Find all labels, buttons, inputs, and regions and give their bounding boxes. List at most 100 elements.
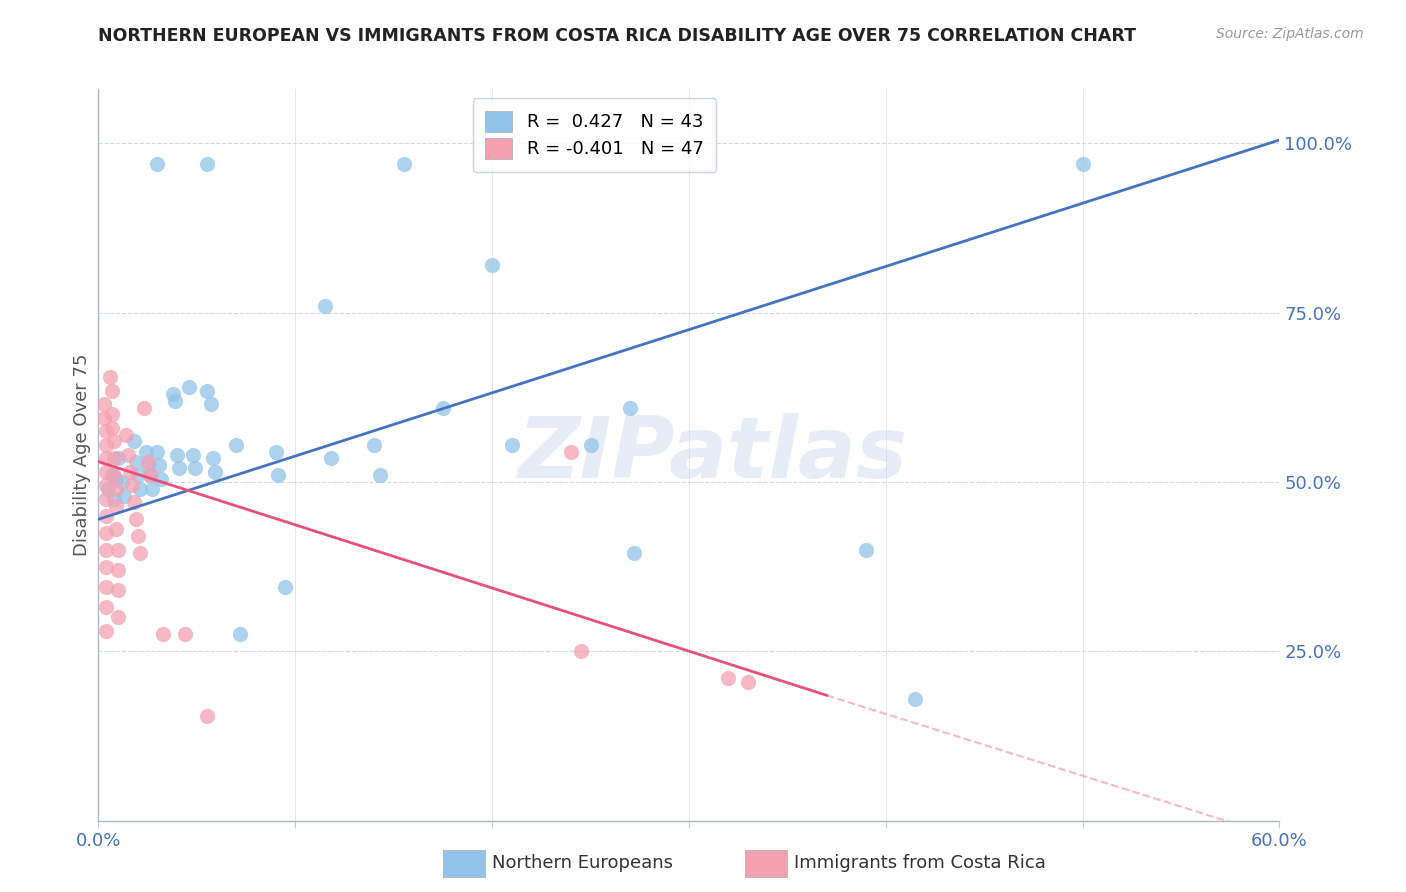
Text: ZIPatlas: ZIPatlas: [517, 413, 908, 497]
Point: [96, 624, 118, 638]
Point: [138, 468, 160, 483]
Point: [118, 465, 141, 479]
Point: [103, 451, 125, 466]
Point: [717, 672, 740, 686]
Point: [96, 580, 118, 594]
Point: [195, 157, 218, 171]
Point: [117, 448, 139, 462]
Point: [314, 299, 336, 313]
Point: [125, 455, 148, 469]
Point: [128, 546, 150, 560]
Point: [96, 424, 118, 438]
Point: [229, 627, 252, 641]
Point: [105, 482, 128, 496]
Point: [195, 384, 218, 398]
Text: Northern Europeans: Northern Europeans: [492, 854, 673, 871]
Point: [146, 157, 169, 171]
Point: [201, 451, 224, 466]
Point: [392, 157, 415, 171]
Point: [141, 482, 163, 496]
Point: [1071, 157, 1094, 171]
Point: [105, 472, 128, 486]
Point: [127, 468, 149, 483]
Point: [204, 465, 226, 479]
Point: [93, 397, 115, 411]
Point: [97, 482, 120, 496]
Point: [166, 448, 188, 462]
Point: [105, 523, 128, 537]
Point: [125, 512, 148, 526]
Point: [112, 489, 135, 503]
Point: [107, 563, 129, 577]
Point: [579, 438, 602, 452]
Point: [481, 258, 503, 272]
Point: [152, 627, 174, 641]
Point: [107, 542, 129, 557]
Point: [115, 427, 138, 442]
Point: [105, 499, 128, 513]
Point: [225, 438, 247, 452]
Point: [96, 525, 118, 540]
Point: [101, 468, 124, 483]
Point: [136, 455, 159, 469]
Point: [904, 691, 927, 706]
Point: [121, 478, 143, 492]
Point: [363, 438, 385, 452]
Point: [111, 475, 134, 489]
Y-axis label: Disability Age Over 75: Disability Age Over 75: [73, 353, 91, 557]
Point: [128, 482, 150, 496]
Point: [432, 401, 454, 415]
Point: [167, 461, 190, 475]
Point: [274, 580, 297, 594]
Point: [98, 370, 121, 384]
Point: [181, 448, 204, 462]
Point: [368, 468, 391, 483]
Point: [619, 401, 641, 415]
Point: [96, 438, 118, 452]
Point: [96, 559, 118, 574]
Point: [174, 627, 197, 641]
Point: [103, 491, 125, 506]
Point: [93, 410, 115, 425]
Point: [569, 644, 592, 658]
Point: [96, 491, 118, 506]
Point: [135, 444, 157, 458]
Point: [623, 546, 645, 560]
Point: [146, 444, 169, 458]
Point: [101, 384, 124, 398]
Point: [96, 451, 118, 466]
Point: [560, 444, 582, 458]
Point: [122, 495, 145, 509]
Point: [107, 583, 129, 598]
Point: [138, 468, 160, 483]
Point: [96, 478, 118, 492]
Point: [855, 542, 877, 557]
Point: [266, 468, 288, 483]
Point: [737, 674, 759, 689]
Text: Source: ZipAtlas.com: Source: ZipAtlas.com: [1216, 27, 1364, 41]
Point: [96, 465, 118, 479]
Point: [501, 438, 523, 452]
Point: [264, 444, 287, 458]
Legend: R =  0.427   N = 43, R = -0.401   N = 47: R = 0.427 N = 43, R = -0.401 N = 47: [472, 98, 716, 171]
Point: [101, 421, 124, 435]
Point: [101, 407, 124, 421]
Point: [132, 401, 155, 415]
Point: [195, 708, 218, 723]
Point: [177, 380, 200, 394]
Text: NORTHERN EUROPEAN VS IMMIGRANTS FROM COSTA RICA DISABILITY AGE OVER 75 CORRELATI: NORTHERN EUROPEAN VS IMMIGRANTS FROM COS…: [98, 27, 1136, 45]
Point: [103, 468, 125, 483]
Point: [103, 434, 125, 449]
Point: [122, 434, 145, 449]
Point: [136, 458, 159, 472]
Point: [148, 458, 170, 472]
Point: [200, 397, 222, 411]
Point: [96, 508, 118, 523]
Point: [162, 387, 184, 401]
Point: [127, 529, 149, 543]
Point: [96, 542, 118, 557]
Point: [319, 451, 342, 466]
Point: [107, 610, 129, 624]
Point: [184, 461, 207, 475]
Point: [107, 451, 129, 466]
